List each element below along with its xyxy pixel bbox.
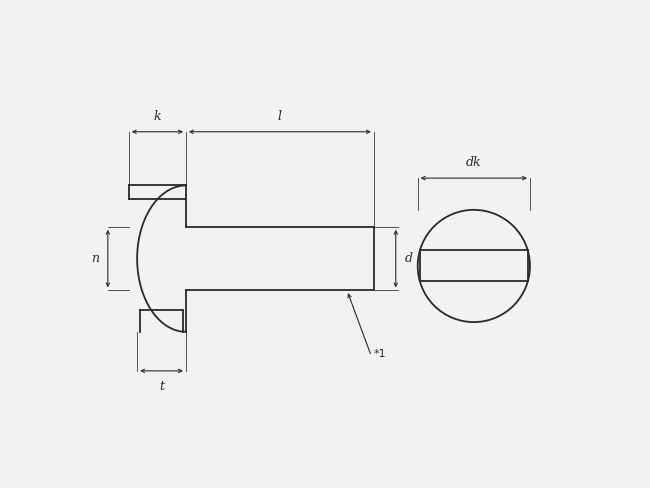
Text: t: t: [159, 380, 164, 393]
Text: *1: *1: [374, 349, 386, 359]
Text: n: n: [91, 252, 99, 265]
Text: k: k: [153, 110, 161, 123]
Text: d: d: [404, 252, 413, 265]
Text: l: l: [278, 110, 282, 123]
Text: dk: dk: [466, 156, 482, 169]
